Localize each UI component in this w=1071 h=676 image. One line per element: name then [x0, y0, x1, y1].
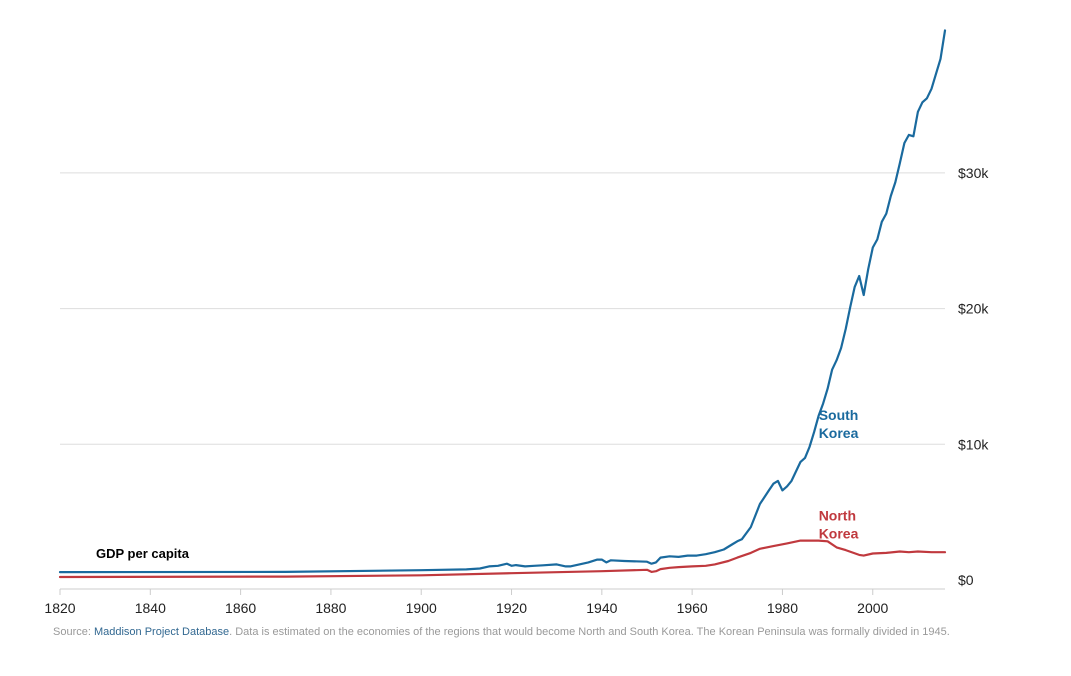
source-link[interactable]: Maddison Project Database: [93, 626, 230, 638]
y-tick-label: $20k: [958, 301, 989, 317]
north-korea-line: [58, 539, 947, 579]
series-labels: South Korea North Korea: [819, 407, 859, 541]
x-tick-label: 1860: [225, 600, 256, 616]
y-tick-label: $30k: [958, 165, 989, 181]
x-tick-label: 1900: [406, 600, 437, 616]
source-prefix: Source:: [53, 626, 94, 638]
y-axis: $0 $10k $20k $30k: [958, 165, 989, 588]
chart-title: GDP per capita: [96, 546, 190, 561]
south-korea-label: Korea: [819, 425, 859, 441]
x-tick-label: 1960: [677, 600, 708, 616]
y-tick-label: $10k: [958, 436, 989, 452]
x-tick-label: 1940: [586, 600, 617, 616]
x-tick-label: 2000: [857, 600, 888, 616]
series-lines: [58, 29, 947, 579]
x-tick-label: 1880: [315, 600, 346, 616]
x-tick-label: 1980: [767, 600, 798, 616]
source-note: Source: Maddison Project Database. Data …: [53, 626, 950, 638]
source-suffix: . Data is estimated on the economies of …: [229, 626, 950, 638]
x-tick-label: 1820: [44, 600, 75, 616]
x-tick-label: 1920: [496, 600, 527, 616]
y-tick-label: $0: [958, 572, 974, 588]
south-korea-label: South: [819, 407, 859, 423]
gdp-line-chart: 1820 1840 1860 1880 1900 1920 1940 1960 1980 2000…: [44, 29, 989, 616]
x-axis: 1820 1840 1860 1880 1900 1920 1940 1960 1980 2000: [44, 588, 945, 616]
south-korea-line: [58, 29, 947, 574]
north-korea-label: North: [819, 507, 856, 523]
gridlines: [60, 172, 945, 445]
north-korea-label: Korea: [819, 525, 859, 541]
x-tick-label: 1840: [135, 600, 166, 616]
